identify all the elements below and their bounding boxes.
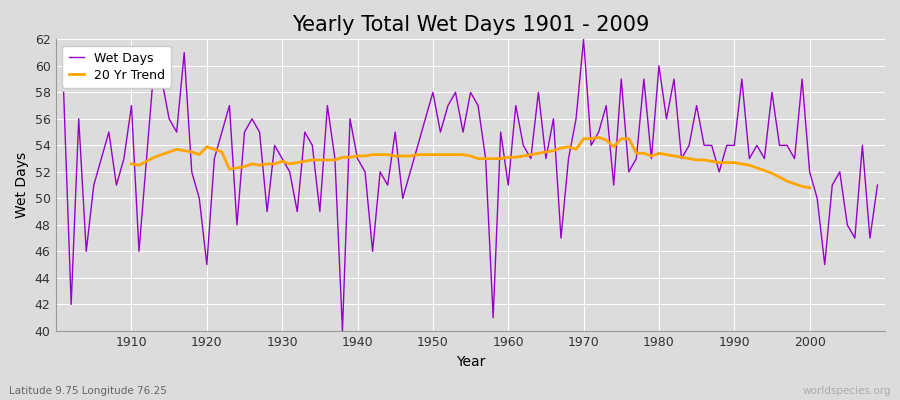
Wet Days [329,156,340,161]
20 Yr Trend [300,159,310,164]
20 Yr Trend [126,162,137,166]
Line: 20 Yr Trend: 20 Yr Trend [131,138,810,188]
20 Yr Trend [593,135,604,140]
20 Yr Trend [209,147,220,152]
Wet Days [284,170,295,174]
Wet Days [510,103,521,108]
Wet Days [119,156,130,161]
20 Yr Trend [284,162,295,166]
Wet Days [503,183,514,188]
20 Yr Trend [796,184,807,189]
Text: Latitude 9.75 Longitude 76.25: Latitude 9.75 Longitude 76.25 [9,386,166,396]
Y-axis label: Wet Days: Wet Days [15,152,29,218]
20 Yr Trend [706,159,717,164]
Legend: Wet Days, 20 Yr Trend: Wet Days, 20 Yr Trend [62,46,171,88]
Line: Wet Days: Wet Days [64,39,878,331]
Wet Days [608,183,619,188]
Wet Days [338,328,348,333]
20 Yr Trend [789,181,800,186]
Title: Yearly Total Wet Days 1901 - 2009: Yearly Total Wet Days 1901 - 2009 [292,15,649,35]
20 Yr Trend [805,185,815,190]
X-axis label: Year: Year [456,355,485,369]
Text: worldspecies.org: worldspecies.org [803,386,891,396]
Wet Days [578,37,589,42]
Wet Days [872,183,883,188]
Wet Days [58,90,69,95]
